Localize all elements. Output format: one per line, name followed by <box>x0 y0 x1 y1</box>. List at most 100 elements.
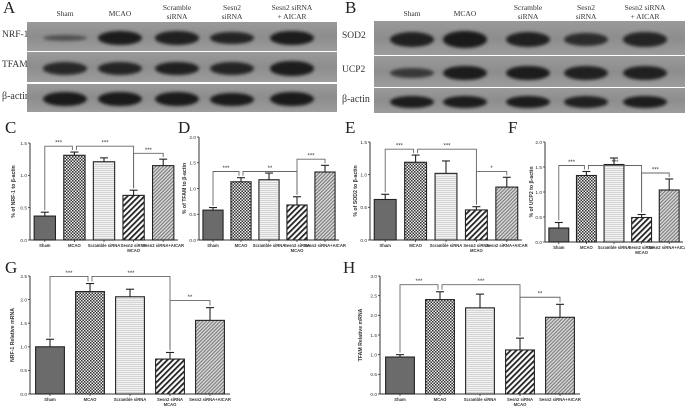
significance-label: *** <box>55 141 63 147</box>
chart-g: 0.0 0.5 1.0 1.5 2.0 2.5 NRF-1 Relative mRNA Sha… <box>10 271 231 407</box>
bar <box>505 349 535 395</box>
blot-row-label: UCP2 <box>342 64 366 75</box>
y-tick-label: 0.0 <box>20 238 27 244</box>
x-tick-label: Sesn2 siRNA+AICAR <box>539 397 581 402</box>
bar <box>575 174 597 243</box>
y-tick-label: 0.5 <box>20 205 27 211</box>
chart-c: 0.0 0.5 1.0 1.5 % of NRF-1 to β-actin Sham MCA… <box>11 141 184 253</box>
x-tick-label: MCAO <box>68 243 82 248</box>
bar <box>258 179 280 241</box>
significance-bracket <box>49 276 89 338</box>
panel-letter-b: B <box>345 0 357 17</box>
protein-band <box>390 67 434 79</box>
significance-label: *** <box>222 166 230 172</box>
significance-label: *** <box>415 279 423 285</box>
bar <box>603 163 625 243</box>
x-tick-label: MCAO <box>635 250 649 255</box>
bar <box>92 161 116 241</box>
y-tick-label: 1.0 <box>20 345 27 351</box>
bar <box>373 198 397 241</box>
protein-band <box>210 61 254 76</box>
x-tick-label: Sham <box>44 397 56 402</box>
y-tick-label: 0.5 <box>189 212 196 218</box>
protein-band <box>155 61 199 76</box>
chart-h: 0.0 0.5 1.0 1.5 2.0 2.5 3.0 TFAM Relative mRNA S… <box>358 274 581 407</box>
bar <box>155 358 185 395</box>
bar <box>195 319 225 395</box>
y-tick-label: 1.0 <box>370 352 377 358</box>
panel-letter-g: G <box>5 258 18 277</box>
protein-band <box>43 34 87 41</box>
x-tick-label: MCAO <box>580 245 594 250</box>
protein-band <box>443 65 487 81</box>
blot-row-label: β-actin <box>2 91 30 102</box>
significance-bracket <box>558 165 585 221</box>
x-tick-label: MCAO <box>409 243 423 248</box>
y-tick-label: 0.5 <box>535 215 542 221</box>
significance-label: ** <box>268 166 273 172</box>
significance-label: *** <box>101 141 109 147</box>
protein-band <box>623 95 667 108</box>
protein-band <box>506 95 550 108</box>
y-tick-label: 1.0 <box>189 186 196 192</box>
significance-label: ** <box>188 295 193 301</box>
significance-label: *** <box>145 148 153 154</box>
y-tick-label: 1.5 <box>189 161 196 167</box>
y-tick-label: 0.5 <box>360 205 367 211</box>
significance-bracket <box>399 284 439 353</box>
y-tick-label: 2.0 <box>535 140 542 146</box>
bar <box>122 194 145 241</box>
x-tick-label: Sesn2 siRNA+AICAR <box>648 245 685 250</box>
protein-band <box>98 30 142 45</box>
bar <box>151 165 175 241</box>
protein-band <box>98 92 142 107</box>
x-tick-label: Scramble siRNA <box>114 397 147 402</box>
significance-label: ** <box>538 292 543 298</box>
significance-label: *** <box>477 279 485 285</box>
bar <box>75 291 105 395</box>
significance-bracket <box>212 171 240 206</box>
significance-bracket <box>169 300 211 351</box>
significance-label: *** <box>396 144 404 150</box>
x-tick-label: Sesn2 siRNA <box>507 397 533 402</box>
y-tick-label: 1.0 <box>20 173 27 179</box>
y-tick-label: 2.5 <box>20 274 27 280</box>
protein-band <box>623 66 667 81</box>
protein-band <box>564 95 608 108</box>
x-tick-label: MCAO <box>127 248 141 253</box>
protein-band <box>443 31 487 48</box>
protein-band <box>623 32 667 47</box>
lane-label: Scramble siRNA <box>162 3 192 21</box>
blot-row-label: NRF-1 <box>2 29 29 40</box>
protein-band <box>564 33 608 47</box>
y-tick-label: 2.0 <box>370 313 377 319</box>
blot-row-label: β-actin <box>342 93 370 105</box>
bar <box>63 154 86 241</box>
bar <box>434 172 458 241</box>
lane-label: Scramble siRNA <box>513 3 543 21</box>
significance-label: *** <box>127 271 135 277</box>
protein-band <box>155 31 199 45</box>
y-tick-label: 0.0 <box>189 238 196 244</box>
protein-band <box>564 66 608 81</box>
significance-label: *** <box>65 271 73 277</box>
panel-letter-h: H <box>343 258 356 277</box>
protein-band <box>390 32 434 48</box>
protein-band <box>443 95 487 108</box>
x-tick-label: MCAO <box>164 402 178 407</box>
protein-band <box>270 61 314 76</box>
y-tick-label: 0.0 <box>360 238 367 244</box>
panel-letter-f: F <box>508 118 518 137</box>
y-tick-label: 1.0 <box>535 190 542 196</box>
x-tick-label: Scramble siRNA <box>464 397 497 402</box>
bar <box>286 204 308 241</box>
significance-label: * <box>490 166 493 172</box>
y-tick-label: 1.5 <box>370 333 377 339</box>
chart-d: 0.0 0.5 1.0 1.5 2.0 % of TFAM to β-actin Sham M… <box>182 135 346 253</box>
y-tick-label: 2.0 <box>189 135 196 141</box>
western-blot-b: Sham MCAO Scramble siRNA Sesn2 siRNA Sesn2 siR… <box>340 0 685 113</box>
protein-band <box>43 62 87 75</box>
y-tick-label: 0.0 <box>370 392 377 398</box>
lane-label: Sham <box>56 9 74 18</box>
